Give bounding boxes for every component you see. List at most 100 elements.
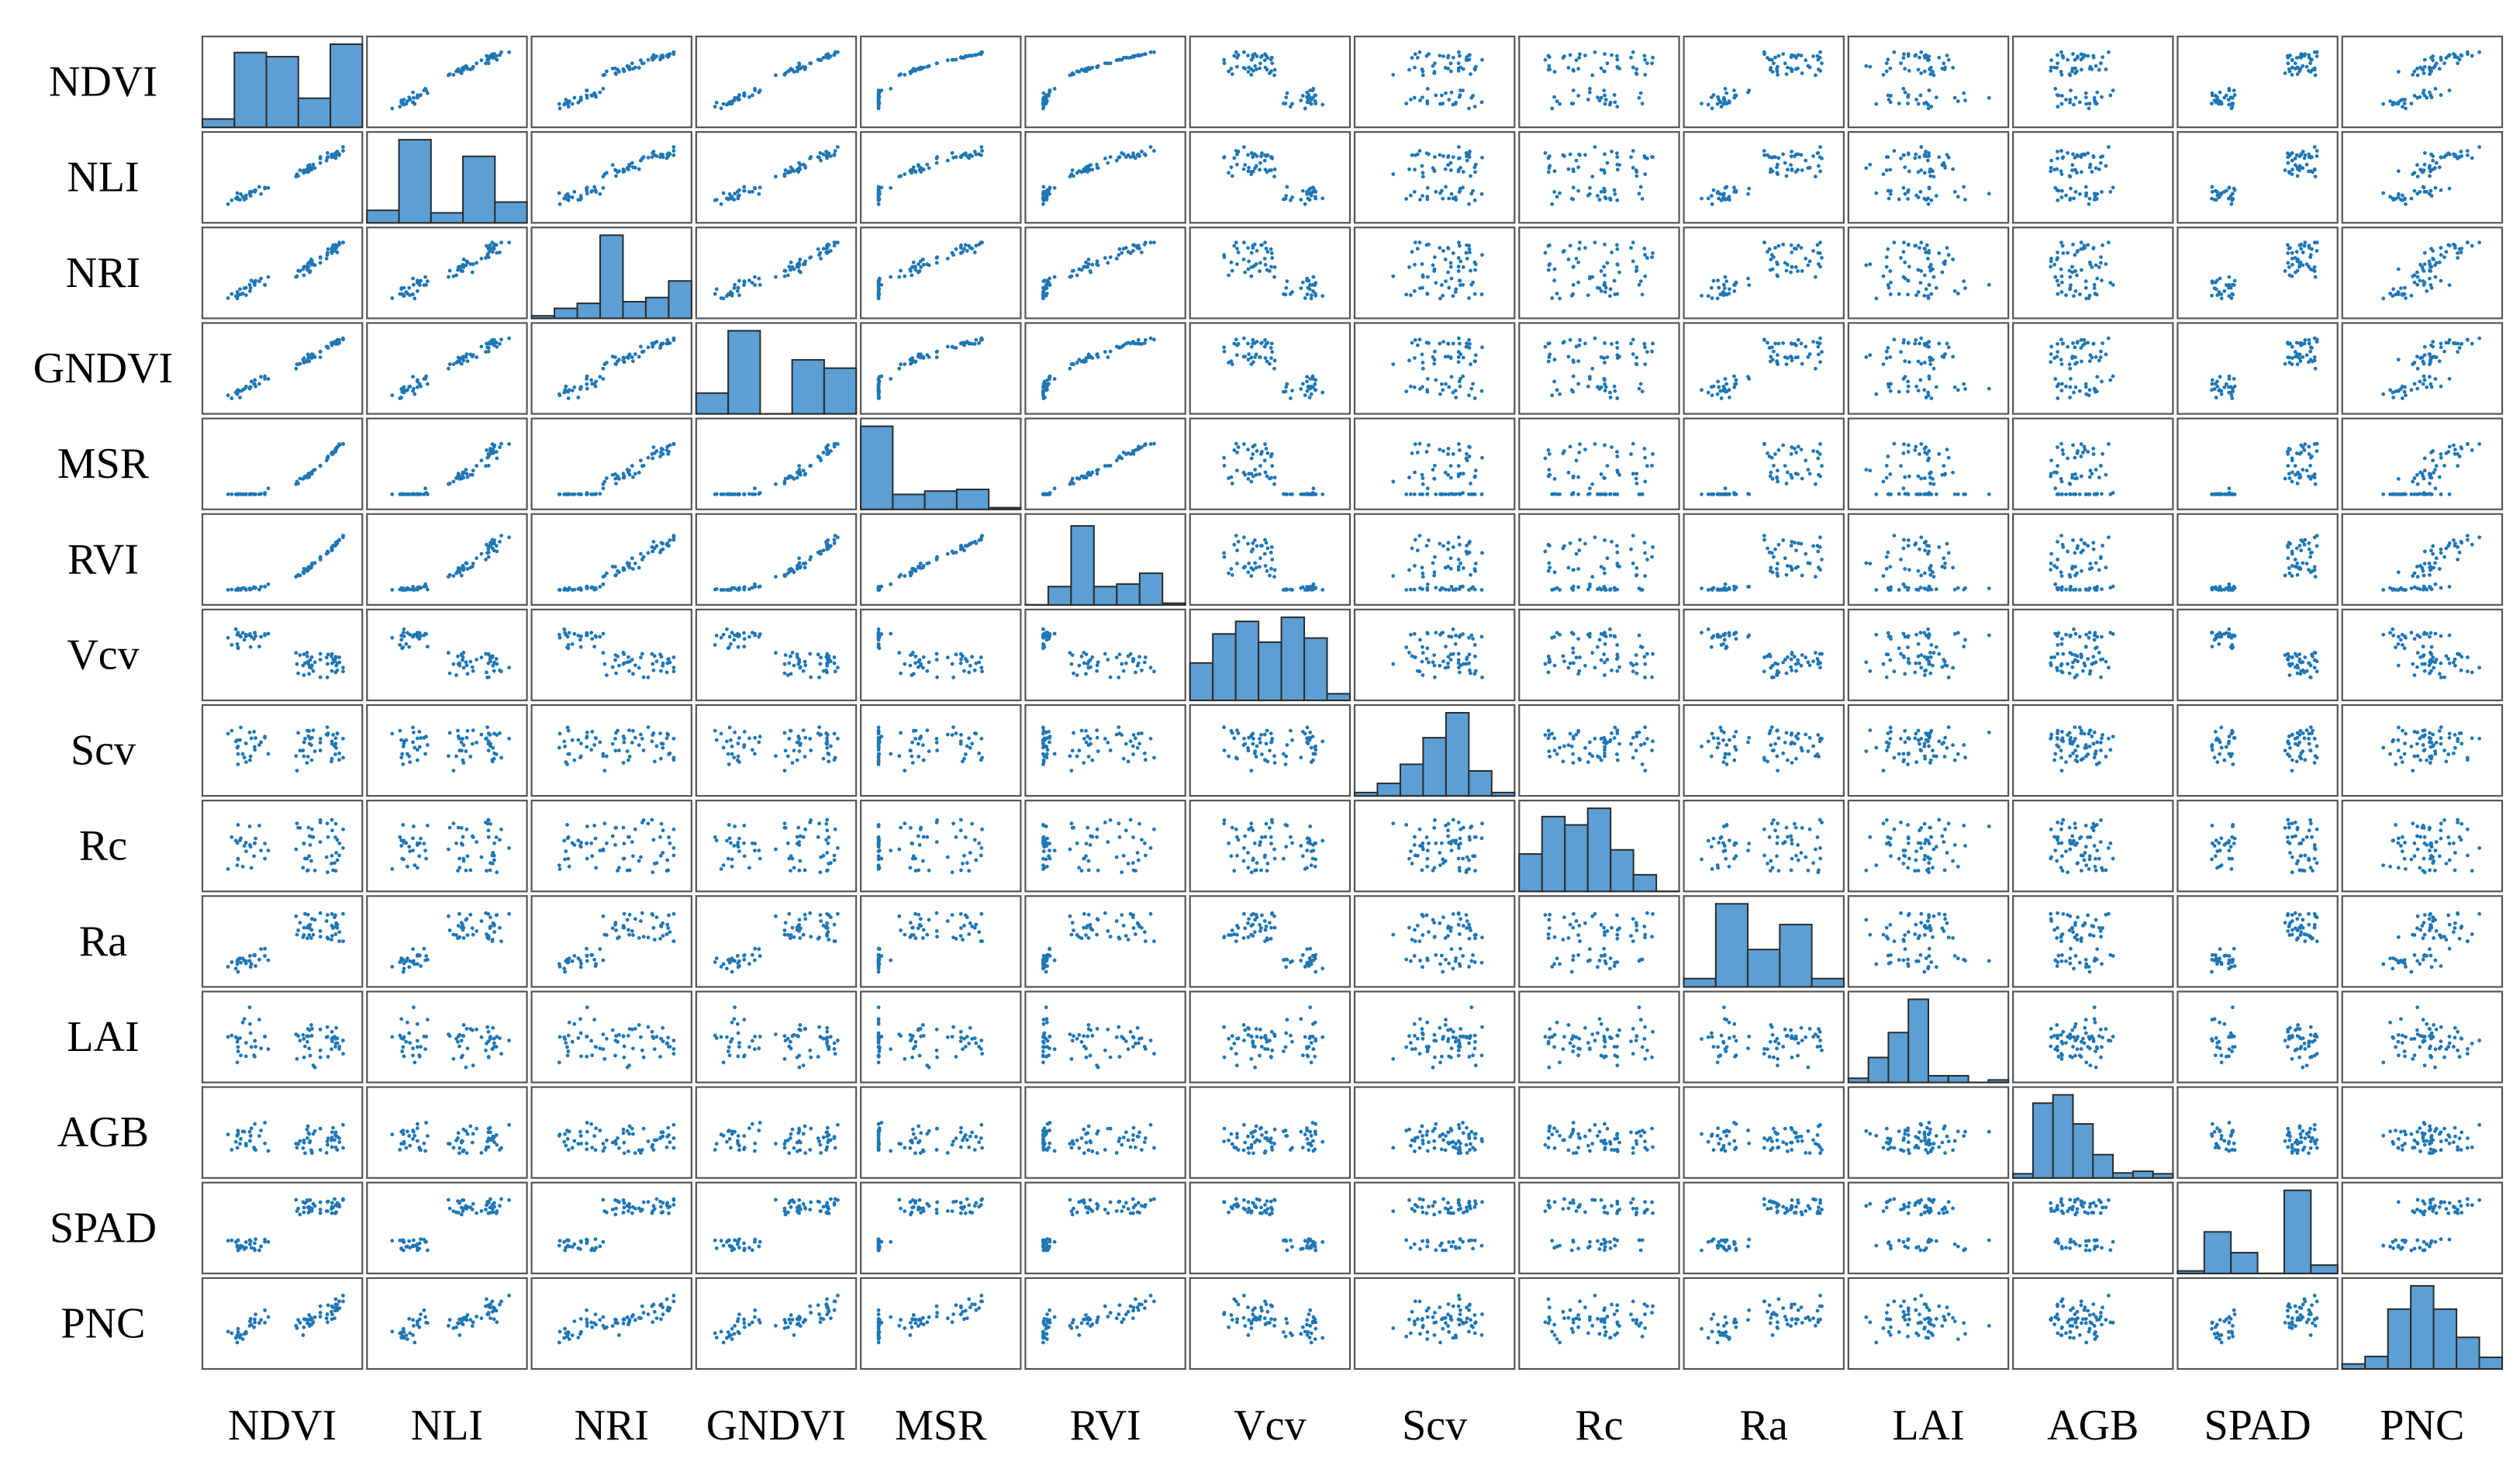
point-ndvi-ra-29: [1724, 91, 1729, 95]
point-nri-scv-53: [1472, 292, 1477, 296]
point-nli-rc-38: [1583, 153, 1587, 157]
point-msr-scv-35: [1432, 477, 1437, 481]
point-ndvi-agb-36: [2060, 54, 2065, 58]
point-msr-vcv-52: [1247, 472, 1251, 476]
point-nli-msr-50: [935, 155, 939, 159]
point-ndvi-gndvi-68: [827, 54, 831, 58]
point-rvi-ndvi-53: [230, 587, 234, 592]
point-ndvi-msr-63: [903, 73, 907, 77]
point-nri-rc-58: [1597, 286, 1602, 290]
cell-lai-scv: [1353, 990, 1516, 1084]
point-ndvi-nri-0: [639, 58, 643, 63]
cell-lai-rc: [1518, 990, 1680, 1084]
point-nri-ra-51: [1818, 264, 1823, 269]
point-ndvi-scv-19: [1431, 64, 1435, 68]
point-nli-agb-60: [2077, 192, 2082, 196]
point-gndvi-rvi-68: [1131, 340, 1135, 345]
point-gndvi-rvi-62: [1041, 384, 1046, 389]
point-nri-gndvi-65: [790, 265, 795, 269]
point-nli-nri-41: [570, 195, 575, 199]
point-nli-rc-2: [1610, 150, 1614, 154]
point-nri-agb-40: [2083, 285, 2088, 290]
point-nli-lai-29: [1962, 185, 1966, 189]
point-nri-ndvi-27: [330, 251, 334, 255]
point-gndvi-pnc-46: [2421, 359, 2425, 364]
point-ndvi-vcv-5: [1242, 50, 1246, 54]
point-nli-scv-49: [1471, 188, 1475, 193]
point-nli-scv-17: [1446, 155, 1450, 160]
point-msr-lai-28: [1987, 492, 1991, 496]
point-rvi-nli-49: [417, 585, 422, 589]
point-nli-agb-32: [2108, 189, 2113, 194]
point-nri-msr-38: [968, 246, 972, 250]
point-ndvi-spad-51: [2307, 68, 2311, 73]
point-ndvi-agb-7: [2055, 66, 2059, 70]
point-msr-vcv-58: [1299, 492, 1303, 496]
point-ndvi-pnc-59: [2429, 56, 2433, 60]
point-ndvi-rc-35: [1552, 70, 1557, 74]
point-nli-ra-48: [1781, 152, 1786, 157]
point-nli-lai-18: [1924, 198, 1928, 202]
point-nli-agb-61: [2073, 155, 2077, 160]
point-gndvi-nli-37: [411, 375, 415, 379]
point-nri-agb-64: [2059, 240, 2063, 245]
point-ndvi-ra-55: [1814, 73, 1818, 78]
point-ndvi-ra-67: [1796, 53, 1800, 57]
cell-ra-rvi: [1024, 895, 1186, 988]
point-msr-agb-24: [2079, 455, 2083, 458]
point-ndvi-lai-51: [1907, 68, 1911, 73]
point-ndvi-spad-42: [2303, 52, 2308, 57]
point-gndvi-vcv-59: [1235, 343, 1239, 347]
point-msr-spad-22: [2287, 472, 2291, 476]
point-msr-rvi-56: [1052, 486, 1057, 491]
point-ndvi-rc-17: [1629, 55, 1633, 60]
point-ndvi-gndvi-43: [737, 93, 741, 97]
point-gndvi-ra-50: [1772, 349, 1776, 354]
point-nri-vcv-7: [1241, 258, 1246, 261]
point-nli-msr-52: [918, 165, 923, 170]
cell-nri-pnc: [2341, 226, 2504, 320]
point-nri-rc-13: [1608, 294, 1612, 298]
point-ndvi-scv-60: [1479, 100, 1484, 105]
point-msr-rc-18: [1608, 492, 1613, 496]
point-nri-agb-23: [2075, 273, 2079, 278]
point-msr-rc-24: [1615, 455, 1620, 458]
point-msr-ra-6: [1766, 451, 1769, 455]
point-msr-agb-52: [2049, 472, 2053, 476]
point-gndvi-agb-66: [2101, 341, 2105, 345]
point-nri-rc-61: [1643, 253, 1647, 258]
point-ndvi-nli-15: [484, 61, 488, 65]
point-gndvi-ndvi-52: [310, 352, 314, 356]
point-ndvi-vcv-69: [1308, 88, 1313, 92]
point-nri-ra-26: [1789, 270, 1793, 275]
point-nli-scv-11: [1441, 154, 1445, 158]
point-nli-scv-63: [1391, 172, 1396, 177]
point-ndvi-pnc-20: [2422, 71, 2426, 75]
point-nli-lai-31: [1874, 191, 1879, 195]
point-gndvi-scv-32: [1434, 378, 1438, 382]
diagonal-histograms: [202, 43, 2503, 1370]
point-ndvi-ra-52: [1807, 65, 1812, 70]
point-ndvi-rc-3: [1576, 67, 1580, 71]
point-nri-pnc-7: [2432, 258, 2436, 261]
point-gndvi-vcv-60: [1305, 389, 1310, 393]
point-nli-spad-5: [2312, 145, 2317, 149]
point-gndvi-vcv-27: [1269, 341, 1274, 346]
point-msr-lai-58: [1963, 492, 1967, 496]
point-nri-scv-33: [1467, 296, 1471, 300]
point-gndvi-pnc-63: [2411, 362, 2415, 366]
point-gndvi-nli-0: [479, 344, 484, 349]
point-nri-lai-34: [1888, 269, 1893, 273]
point-gndvi-agb-32: [2108, 378, 2113, 382]
point-rvi-ndvi-63: [295, 574, 299, 578]
point-nri-ra-17: [1773, 246, 1777, 250]
point-nri-spad-27: [2286, 251, 2290, 255]
point-nri-pnc-27: [2456, 251, 2460, 255]
point-gndvi-nli-29: [426, 382, 430, 386]
point-rvi-ndvi-69: [263, 585, 267, 589]
point-nli-pnc-69: [2447, 186, 2452, 191]
point-nli-spad-61: [2308, 155, 2313, 160]
point-nli-rvi-65: [1082, 167, 1086, 171]
point-nri-lai-69: [1927, 283, 1931, 287]
point-gndvi-nli-63: [451, 362, 456, 366]
